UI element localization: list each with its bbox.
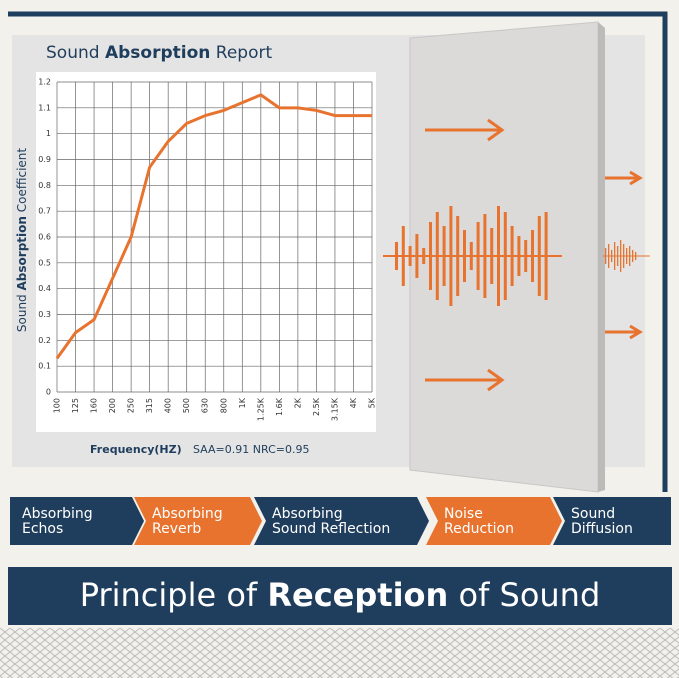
wave-bar <box>395 242 398 270</box>
wave-bar <box>614 242 616 270</box>
step <box>553 497 671 545</box>
wave-bar <box>449 206 453 306</box>
wave-bar <box>483 214 487 298</box>
step-label: Reduction <box>444 521 514 537</box>
x-tick-label: 200 <box>108 398 117 413</box>
y-tick-label: 1 <box>46 129 51 138</box>
y-tick-label: 0.7 <box>38 207 51 216</box>
x-tick-label: 2.5K <box>312 397 321 416</box>
y-tick-label: 0.5 <box>38 258 51 267</box>
wave-bar <box>435 212 439 300</box>
wave-bar <box>626 248 628 264</box>
step-label: Sound Reflection <box>272 521 390 537</box>
wave-bar <box>605 248 607 264</box>
banner <box>8 567 672 625</box>
wave-bar <box>608 244 610 268</box>
x-tick-label: 5K <box>368 397 377 408</box>
x-tick-label: 315 <box>145 398 154 413</box>
wave-bar <box>429 222 432 290</box>
step-label: Absorbing <box>22 506 93 522</box>
wave-bar <box>401 226 405 286</box>
wave-bar <box>632 250 634 262</box>
sound-wave <box>395 206 637 306</box>
banner-title: Principle of Reception of Sound <box>80 576 601 614</box>
y-tick-label: 0.6 <box>38 233 51 242</box>
x-tick-label: 800 <box>219 398 228 413</box>
step <box>10 497 144 545</box>
wave-bar <box>469 242 473 270</box>
wave-bar <box>517 236 521 276</box>
plot-area <box>36 72 376 432</box>
wave-bar <box>544 212 548 300</box>
y-tick-label: 0.4 <box>38 284 51 293</box>
step-label: Noise <box>444 506 483 522</box>
wave-bar <box>617 246 619 266</box>
x-tick-label: 4K <box>349 397 358 408</box>
y-tick-label: 1.1 <box>38 103 51 112</box>
chart-title: Sound Absorption Report <box>46 43 272 63</box>
x-tick-label: 1.6K <box>275 397 284 416</box>
wave-bar <box>510 226 514 286</box>
wave-bar <box>408 246 412 266</box>
wave-bar <box>490 228 494 284</box>
wave-bar <box>422 248 426 264</box>
data-line <box>55 93 372 360</box>
step-label: Absorbing <box>152 506 223 522</box>
wave-bar <box>476 222 480 290</box>
y-tick-label: 0.1 <box>38 362 51 371</box>
y-tick-label: 0 <box>46 388 51 397</box>
wave-bar <box>456 216 460 296</box>
step <box>254 497 429 545</box>
y-tick-label: 0.3 <box>38 310 51 319</box>
x-tick-label: 125 <box>71 398 80 413</box>
wave-bar <box>524 240 528 272</box>
x-tick-label: 630 <box>201 398 210 413</box>
x-tick-label: 3.15K <box>330 397 339 421</box>
wave-bar <box>531 230 534 282</box>
wave-bar <box>503 212 507 300</box>
frame <box>8 11 668 492</box>
x-tick-label: 250 <box>127 398 136 413</box>
wave-bar <box>635 252 637 260</box>
x-tick-label: 400 <box>164 398 173 413</box>
note: SAA=0.91 NRC=0.95 <box>193 443 309 456</box>
wave-bar <box>537 216 541 296</box>
step-label: Echos <box>22 521 63 537</box>
x-tick-label: 2K <box>293 397 302 408</box>
x-tick-label: 1K <box>238 397 247 408</box>
wave-bar <box>620 240 622 272</box>
wave-bar <box>463 230 466 282</box>
step-label: Absorbing <box>272 506 343 522</box>
wave-bar <box>623 244 625 268</box>
step-label: Reverb <box>152 521 201 537</box>
step <box>134 497 262 545</box>
y-tick-label: 0.9 <box>38 155 51 164</box>
wave-bar <box>415 234 419 278</box>
x-tick-label: 100 <box>53 398 62 413</box>
y-tick-label: 1.2 <box>38 78 51 87</box>
step <box>426 497 562 545</box>
y-tick-label: 0.8 <box>38 181 51 190</box>
wave-bar <box>442 226 446 286</box>
arrows <box>425 118 643 392</box>
step-label: Diffusion <box>571 521 633 537</box>
x-tick-label: 1.25K <box>256 397 265 421</box>
step-label: Sound <box>571 506 615 522</box>
pattern <box>0 628 679 678</box>
wave-bar <box>497 206 500 306</box>
wave-bar <box>629 246 631 266</box>
x-tick-label: 500 <box>182 398 191 413</box>
y-axis-label: Sound Absorption Coefficient <box>15 148 29 333</box>
panel-edge <box>598 22 605 492</box>
x-tick-label: 160 <box>90 398 99 413</box>
wave-bar <box>611 250 613 262</box>
y-tick-label: 0.2 <box>38 336 51 345</box>
x-axis-label: Frequency(HZ) <box>90 443 182 456</box>
